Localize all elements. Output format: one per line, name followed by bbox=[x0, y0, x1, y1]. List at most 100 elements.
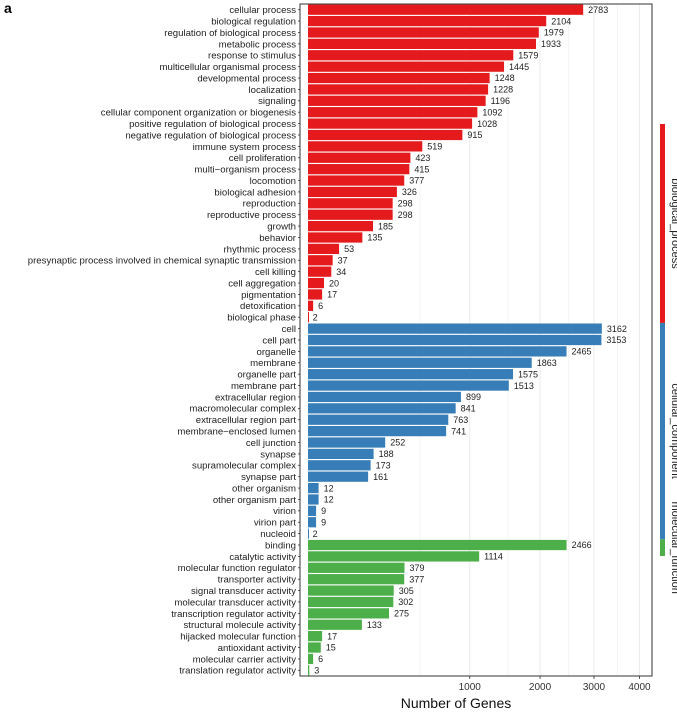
category-label: cell proliferation bbox=[229, 153, 296, 164]
bar bbox=[308, 562, 405, 573]
bar bbox=[308, 437, 386, 448]
bar bbox=[308, 277, 325, 289]
bar bbox=[308, 84, 489, 95]
category-label: developmental process bbox=[197, 73, 296, 84]
category-label: molecular carrier activity bbox=[193, 654, 297, 665]
category-label: transporter activity bbox=[218, 575, 297, 586]
value-label: 2783 bbox=[588, 5, 608, 15]
value-label: 161 bbox=[373, 472, 388, 482]
bar bbox=[308, 50, 514, 61]
category-label: behavior bbox=[259, 233, 297, 244]
category-label: cell junction bbox=[246, 438, 296, 449]
value-label: 2465 bbox=[572, 347, 592, 357]
bar bbox=[308, 323, 602, 334]
value-label: 15 bbox=[326, 643, 336, 653]
value-label: 1028 bbox=[477, 119, 497, 129]
category-label: membrane part bbox=[231, 381, 296, 392]
value-label: 3 bbox=[314, 666, 319, 676]
category-label: other organism part bbox=[213, 495, 297, 506]
value-label: 9 bbox=[321, 506, 326, 516]
bar bbox=[308, 346, 567, 357]
bar bbox=[308, 312, 309, 323]
category-label: biological regulation bbox=[211, 16, 296, 27]
bar bbox=[308, 164, 410, 175]
bar bbox=[308, 61, 505, 72]
category-label: rhythmic process bbox=[223, 244, 296, 255]
value-label: 17 bbox=[327, 290, 337, 300]
category-label: catalytic activity bbox=[229, 552, 296, 563]
value-label: 2466 bbox=[572, 540, 592, 550]
category-label: transcription regulator activity bbox=[171, 609, 296, 620]
value-label: 302 bbox=[398, 597, 413, 607]
value-label: 1196 bbox=[491, 96, 510, 106]
category-label: detoxification bbox=[240, 301, 296, 312]
category-label: supramolecular complex bbox=[192, 461, 296, 472]
group-color-strip bbox=[660, 322, 665, 540]
value-label: 2 bbox=[313, 312, 318, 322]
bar bbox=[308, 95, 486, 106]
x-tick-label: 2000 bbox=[529, 682, 552, 693]
value-label: 377 bbox=[409, 176, 424, 186]
value-label: 305 bbox=[399, 586, 414, 596]
category-label: molecular function regulator bbox=[178, 563, 297, 574]
category-label: reproductive process bbox=[207, 210, 296, 221]
category-label: synapse bbox=[260, 449, 296, 460]
value-label: 17 bbox=[327, 631, 337, 641]
category-label: signal transducer activity bbox=[191, 586, 296, 597]
value-label: 34 bbox=[336, 267, 346, 277]
value-label: 2 bbox=[313, 529, 318, 539]
bar bbox=[308, 608, 390, 619]
bar bbox=[308, 220, 374, 232]
bar bbox=[308, 266, 332, 277]
value-label: 298 bbox=[398, 199, 413, 209]
value-label: 3153 bbox=[606, 335, 626, 345]
bar bbox=[308, 129, 463, 141]
bar bbox=[308, 619, 362, 630]
bar bbox=[308, 380, 509, 391]
x-tick-label: 4000 bbox=[628, 682, 651, 693]
value-label: 519 bbox=[427, 142, 442, 152]
group-label: molecular_function bbox=[669, 501, 677, 593]
category-label: metabolic process bbox=[219, 39, 297, 50]
bar bbox=[308, 494, 319, 505]
category-label: cellular process bbox=[229, 5, 296, 16]
category-label: organelle part bbox=[237, 370, 296, 381]
category-label: extracellular region part bbox=[196, 415, 297, 426]
value-label: 12 bbox=[324, 495, 334, 505]
category-label: presynaptic process involved in chemical… bbox=[28, 256, 296, 267]
category-label: negative regulation of biological proces… bbox=[125, 130, 296, 141]
value-label: 1248 bbox=[495, 73, 515, 83]
bar bbox=[308, 186, 397, 198]
value-label: 3162 bbox=[607, 324, 627, 334]
category-label: immune system process bbox=[193, 142, 297, 153]
category-label: cell killing bbox=[255, 267, 296, 278]
value-label: 185 bbox=[378, 221, 393, 231]
bar bbox=[308, 141, 423, 152]
value-label: 1445 bbox=[509, 62, 529, 72]
x-axis-title: Number of Genes bbox=[401, 695, 512, 711]
bar bbox=[308, 255, 333, 266]
value-label: 135 bbox=[367, 233, 382, 243]
category-label: membrane−enclosed lumen bbox=[177, 427, 296, 438]
value-label: 1092 bbox=[482, 107, 502, 117]
bar bbox=[308, 517, 317, 528]
bar bbox=[308, 4, 584, 15]
value-label: 2104 bbox=[551, 16, 571, 26]
category-label: multicellular organismal process bbox=[160, 62, 297, 73]
category-label: virion bbox=[273, 506, 296, 517]
bar bbox=[308, 118, 473, 129]
bar bbox=[308, 460, 371, 471]
category-label: synapse part bbox=[241, 472, 296, 483]
bar bbox=[308, 665, 310, 676]
bar bbox=[308, 653, 314, 665]
value-label: 1513 bbox=[514, 381, 534, 391]
bar bbox=[308, 528, 309, 539]
bar bbox=[308, 38, 537, 49]
value-label: 1579 bbox=[518, 50, 538, 60]
category-label: biological adhesion bbox=[214, 187, 296, 198]
bar bbox=[308, 414, 449, 425]
bar bbox=[308, 448, 374, 460]
value-label: 1933 bbox=[541, 39, 561, 49]
value-label: 20 bbox=[329, 278, 339, 288]
